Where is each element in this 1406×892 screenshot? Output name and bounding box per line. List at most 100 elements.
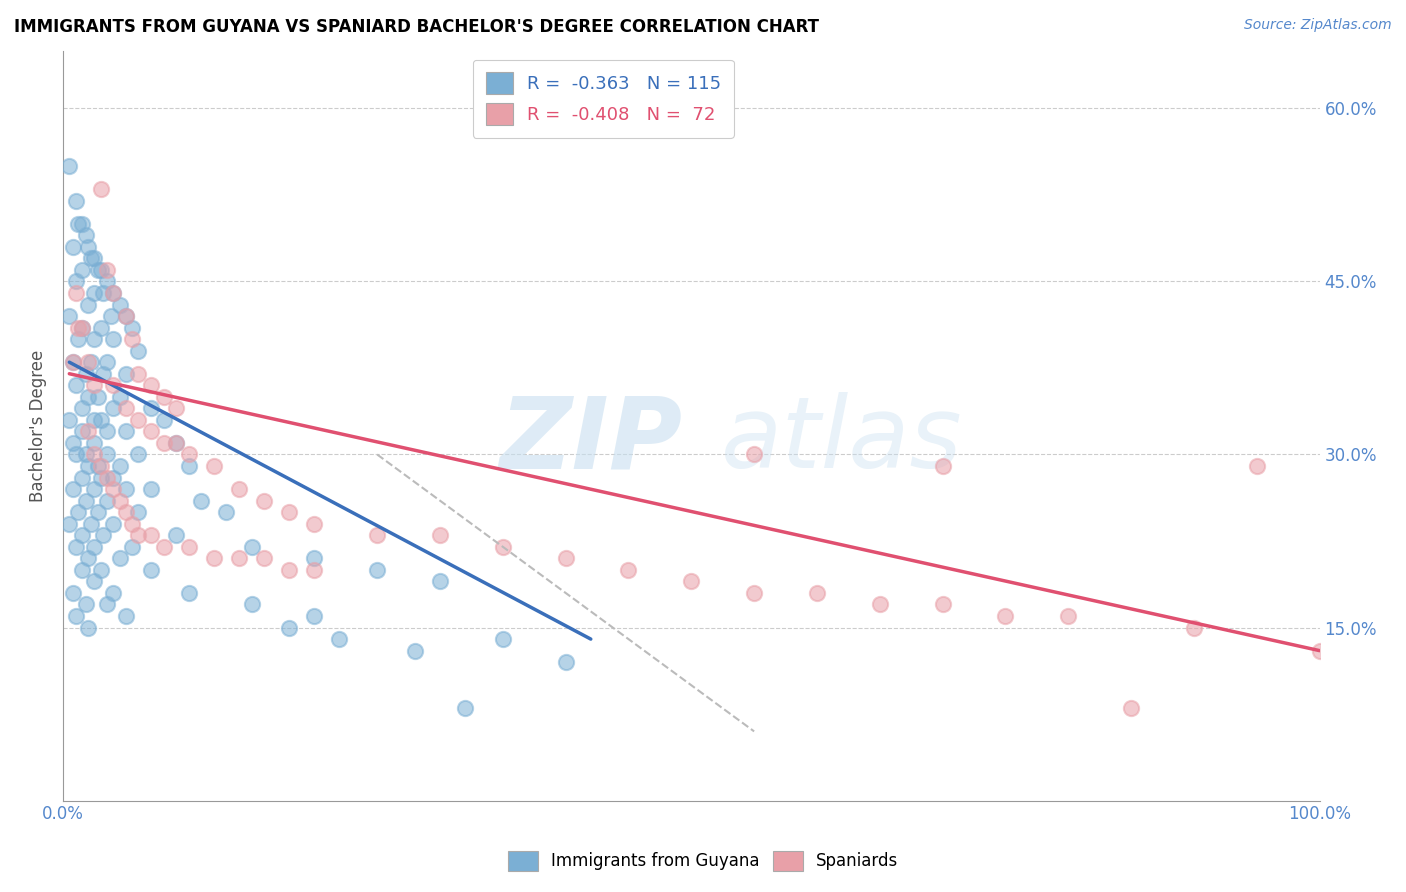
Point: [87, 505, 110, 519]
Point: [115, 367, 138, 381]
Point: [139, 482, 162, 496]
Point: [65, 285, 87, 300]
Point: [79, 516, 101, 531]
Point: [253, 551, 276, 566]
Legend: Immigrants from Guyana, Spaniards: Immigrants from Guyana, Spaniards: [499, 842, 907, 880]
Point: [304, 551, 326, 566]
Point: [366, 563, 388, 577]
Point: [115, 309, 138, 323]
Text: ZIP: ZIP: [499, 392, 682, 489]
Point: [70, 320, 93, 334]
Text: atlas: atlas: [721, 392, 963, 489]
Point: [100, 309, 122, 323]
Point: [228, 551, 250, 566]
Point: [65, 275, 87, 289]
Point: [492, 540, 515, 554]
Point: [240, 598, 263, 612]
Point: [90, 458, 112, 473]
Point: [127, 413, 149, 427]
Point: [994, 609, 1017, 624]
Point: [83, 413, 105, 427]
Point: [454, 701, 477, 715]
Point: [91, 528, 114, 542]
Point: [67, 320, 90, 334]
Point: [103, 401, 125, 416]
Point: [127, 528, 149, 542]
Point: [278, 505, 301, 519]
Point: [77, 390, 100, 404]
Point: [1182, 621, 1205, 635]
Point: [108, 551, 131, 566]
Point: [202, 551, 225, 566]
Point: [165, 436, 187, 450]
Point: [115, 309, 138, 323]
Point: [58, 516, 80, 531]
Point: [77, 458, 100, 473]
Point: [121, 320, 143, 334]
Point: [87, 390, 110, 404]
Point: [90, 263, 112, 277]
Point: [77, 425, 100, 439]
Point: [328, 632, 350, 646]
Point: [91, 367, 114, 381]
Point: [108, 458, 131, 473]
Point: [70, 528, 93, 542]
Point: [115, 505, 138, 519]
Text: IMMIGRANTS FROM GUYANA VS SPANIARD BACHELOR'S DEGREE CORRELATION CHART: IMMIGRANTS FROM GUYANA VS SPANIARD BACHE…: [14, 18, 820, 36]
Point: [177, 448, 200, 462]
Point: [79, 252, 101, 266]
Point: [1057, 609, 1080, 624]
Point: [96, 448, 118, 462]
Point: [70, 470, 93, 484]
Point: [152, 540, 174, 554]
Point: [62, 240, 84, 254]
Point: [366, 528, 388, 542]
Point: [931, 458, 953, 473]
Point: [617, 563, 640, 577]
Point: [103, 516, 125, 531]
Point: [177, 458, 200, 473]
Point: [70, 320, 93, 334]
Point: [75, 228, 97, 243]
Point: [108, 297, 131, 311]
Point: [240, 540, 263, 554]
Point: [77, 240, 100, 254]
Point: [87, 263, 110, 277]
Point: [62, 355, 84, 369]
Point: [103, 586, 125, 600]
Point: [70, 263, 93, 277]
Point: [304, 516, 326, 531]
Point: [96, 275, 118, 289]
Point: [492, 632, 515, 646]
Point: [1309, 643, 1331, 657]
Point: [83, 574, 105, 589]
Point: [253, 493, 276, 508]
Point: [83, 285, 105, 300]
Point: [115, 609, 138, 624]
Point: [87, 458, 110, 473]
Point: [65, 448, 87, 462]
Point: [77, 355, 100, 369]
Point: [79, 355, 101, 369]
Point: [103, 482, 125, 496]
Point: [304, 563, 326, 577]
Point: [103, 378, 125, 392]
Point: [115, 401, 138, 416]
Point: [70, 217, 93, 231]
Point: [83, 252, 105, 266]
Point: [65, 194, 87, 208]
Point: [108, 390, 131, 404]
Point: [127, 505, 149, 519]
Point: [65, 540, 87, 554]
Point: [554, 551, 576, 566]
Legend: R =  -0.363   N = 115, R =  -0.408   N =  72: R = -0.363 N = 115, R = -0.408 N = 72: [472, 60, 734, 138]
Point: [90, 413, 112, 427]
Point: [554, 655, 576, 669]
Point: [58, 413, 80, 427]
Point: [96, 425, 118, 439]
Point: [127, 343, 149, 358]
Point: [70, 425, 93, 439]
Point: [62, 586, 84, 600]
Point: [742, 448, 765, 462]
Point: [121, 332, 143, 346]
